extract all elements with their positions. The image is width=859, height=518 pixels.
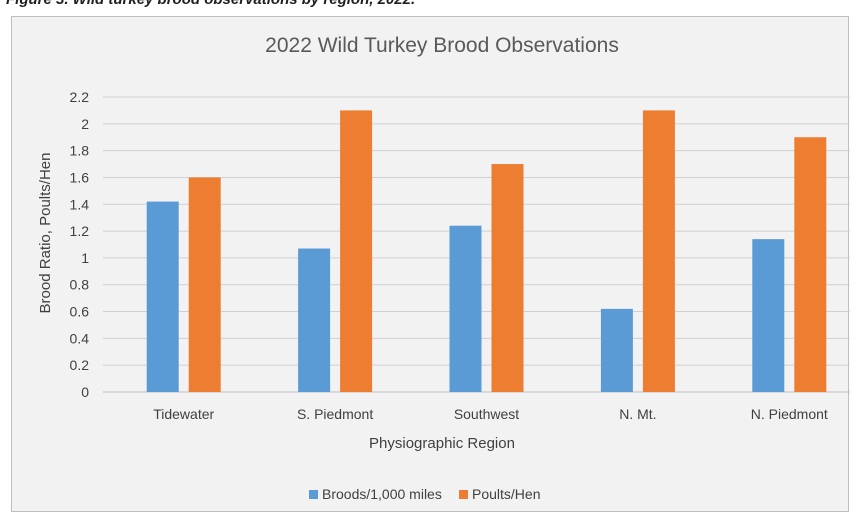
legend-swatch [459, 490, 468, 499]
bar-poults-1 [340, 110, 373, 392]
bar-broods-2 [449, 225, 482, 392]
y-tick-label: 1.2 [70, 223, 90, 239]
y-tick-label: 1 [81, 250, 89, 266]
chart-title: 2022 Wild Turkey Brood Observations [265, 34, 619, 57]
x-tick-label: S. Piedmont [297, 406, 373, 422]
legend-label: Broods/1,000 miles [322, 486, 442, 502]
y-tick-label: 1.6 [70, 169, 90, 185]
chart-area: 2022 Wild Turkey Brood Observations 0 0.2… [11, 16, 850, 512]
bar-poults-0 [188, 177, 221, 392]
x-axis-title: Physiographic Region [369, 435, 515, 452]
bar-poults-3 [642, 110, 675, 392]
bars [146, 110, 827, 392]
x-axis-ticks: Tidewater S. Piedmont Southwest N. Mt. N. Pi… [153, 406, 828, 422]
bar-broods-0 [146, 201, 179, 392]
y-tick-label: 0.8 [70, 277, 90, 293]
x-tick-label: Tidewater [153, 406, 214, 422]
legend: Broods/1,000 miles Poults/Hen [309, 486, 540, 502]
bar-broods-3 [600, 308, 633, 392]
bar-poults-2 [491, 164, 524, 392]
x-tick-label: N. Mt. [619, 406, 656, 422]
y-tick-label: 0.4 [70, 330, 90, 346]
y-axis-title: Brood Ratio, Poults/Hen [37, 153, 54, 314]
y-tick-label: 0.6 [70, 304, 90, 320]
bar-poults-4 [794, 137, 827, 392]
figure-caption: Figure 3. Wild turkey brood observations… [6, 0, 415, 8]
y-tick-label: 2.2 [70, 89, 90, 105]
y-tick-label: 1.8 [70, 143, 90, 159]
y-tick-label: 2 [81, 116, 89, 132]
y-tick-label: 0 [81, 384, 89, 400]
bar-chart: 2022 Wild Turkey Brood Observations 0 0.2… [37, 34, 850, 502]
bar-broods-4 [752, 239, 785, 392]
x-tick-label: Southwest [454, 406, 519, 422]
legend-swatch [309, 490, 318, 499]
x-tick-label: N. Piedmont [751, 406, 828, 422]
bar-broods-1 [298, 248, 331, 392]
y-axis-ticks: 0 0.2 0.4 0.6 0.8 1 1.2 1.4 1.6 1.8 2 2.2 [70, 89, 90, 400]
y-tick-label: 1.4 [70, 196, 90, 212]
y-tick-label: 0.2 [70, 357, 90, 373]
legend-label: Poults/Hen [472, 486, 540, 502]
